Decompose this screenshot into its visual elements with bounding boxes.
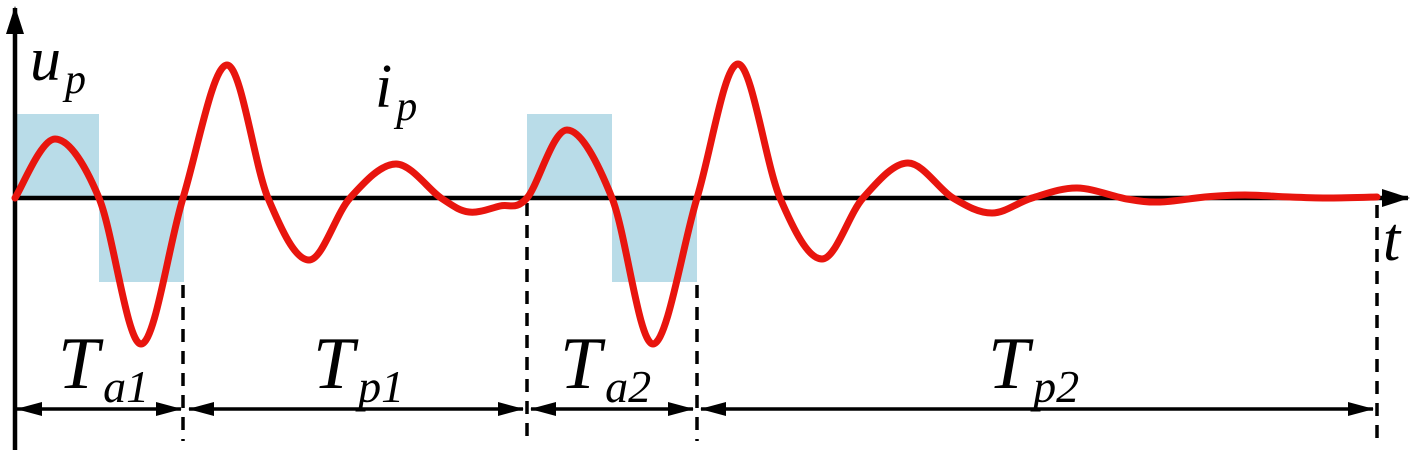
current-label-main: i [375,53,392,121]
interval-label-Ta2-sub: a2 [605,361,651,412]
current-label: i p [375,53,417,130]
interval-label-Tp2: T p2 [988,323,1079,412]
interval-label-Tp1: T p1 [313,323,404,412]
interval-label-Tp2-sub: p2 [1030,361,1079,412]
interval-label-Ta2: T a2 [560,323,651,412]
interval-label-Ta1-main: T [58,323,104,405]
voltage-label: u p [30,26,86,103]
time-axis-label: t [1383,206,1402,274]
interval-label-Ta2-main: T [560,323,606,405]
current-waveform-curve [11,60,1381,348]
dashed-guide-layer [181,203,1379,441]
interval-label-Tp1-main: T [313,323,359,405]
voltage-pulse-rect [17,114,99,198]
interval-label-Ta1: T a1 [58,323,149,412]
voltage-label-sub: p [62,57,86,103]
interval-label-Tp2-main: T [988,323,1034,405]
interval-label-Tp1-sub: p1 [355,361,404,412]
interval-label-Ta1-sub: a1 [103,361,149,412]
voltage-pulse-rect [527,114,612,198]
current-label-sub: p [393,84,417,130]
voltage-label-main: u [30,26,61,94]
